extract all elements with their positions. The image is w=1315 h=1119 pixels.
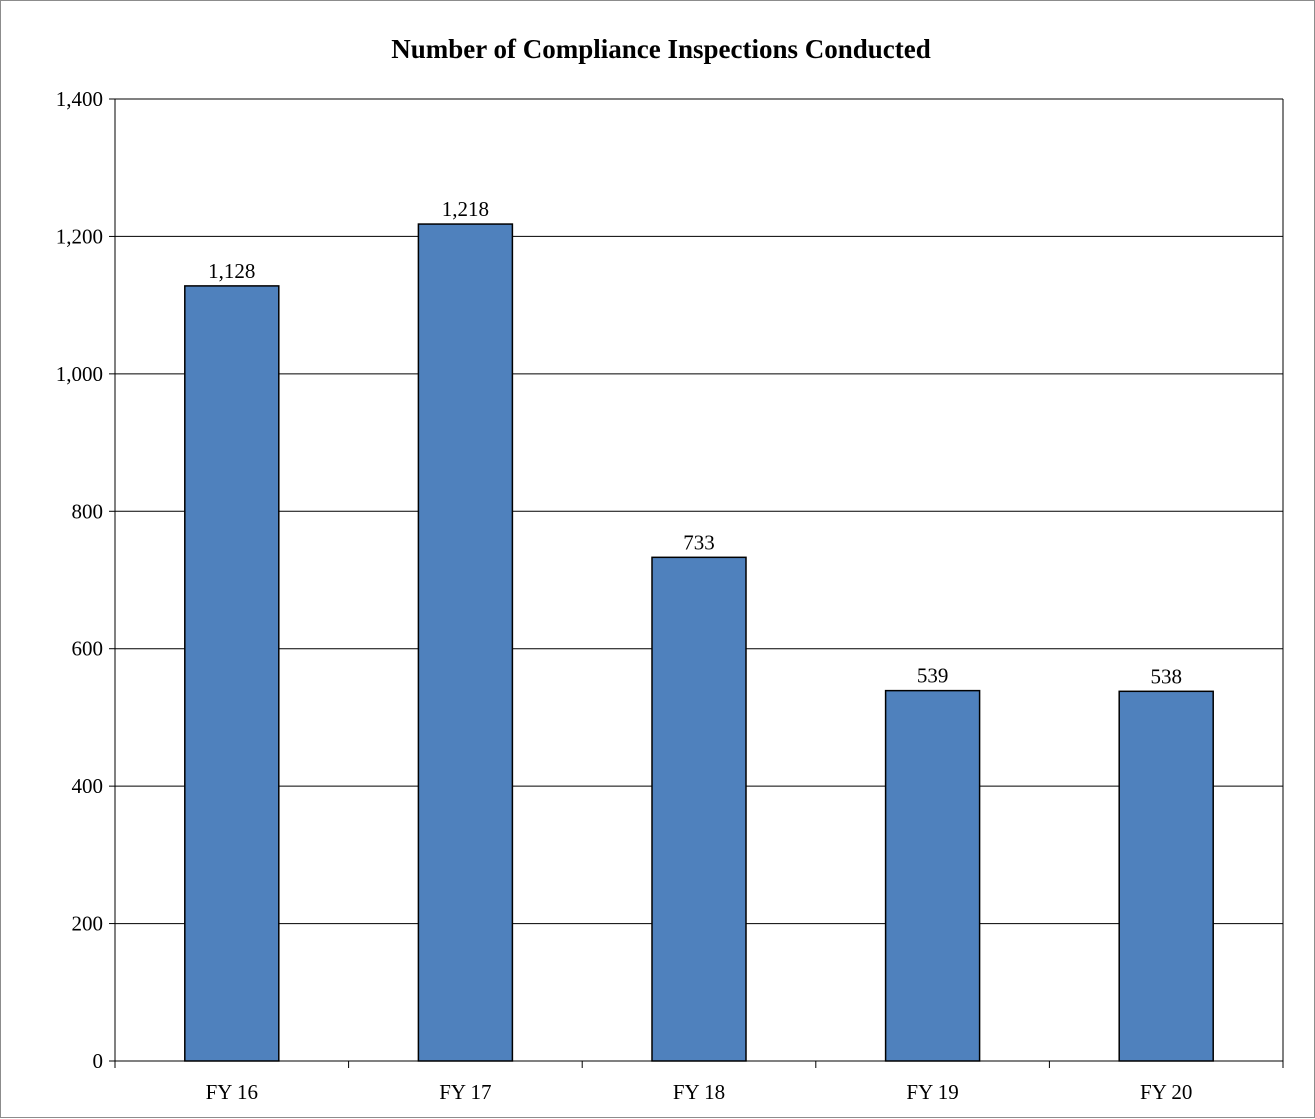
y-tick-label: 600 <box>72 637 104 661</box>
chart-title: Number of Compliance Inspections Conduct… <box>391 34 931 64</box>
bar <box>1118 690 1214 1062</box>
x-tick-label: FY 20 <box>1140 1080 1192 1104</box>
data-label: 538 <box>1150 664 1182 688</box>
x-tick-label: FY 16 <box>206 1080 258 1104</box>
bar <box>884 689 981 1062</box>
y-tick-label: 1,000 <box>56 362 103 386</box>
data-labels: 1,128 1,218 733 539 538 <box>208 197 1182 688</box>
y-tick-label: 1,200 <box>56 224 103 248</box>
data-label: 539 <box>917 664 949 688</box>
y-tick-label: 800 <box>72 499 104 523</box>
data-label: 1,128 <box>208 259 255 283</box>
bars <box>184 223 1214 1062</box>
y-tick-label: 1,400 <box>56 87 103 111</box>
bar <box>417 223 514 1062</box>
data-label: 1,218 <box>442 197 489 221</box>
y-tick-label: 0 <box>93 1049 104 1073</box>
x-tick-label: FY 19 <box>906 1080 958 1104</box>
bar <box>651 556 747 1062</box>
x-tick-label: FY 17 <box>439 1080 491 1104</box>
y-tick-label: 200 <box>72 912 104 936</box>
bar <box>184 285 280 1062</box>
x-tick-label: FY 18 <box>673 1080 725 1104</box>
data-label: 733 <box>683 530 715 554</box>
y-tick-label: 400 <box>72 774 104 798</box>
